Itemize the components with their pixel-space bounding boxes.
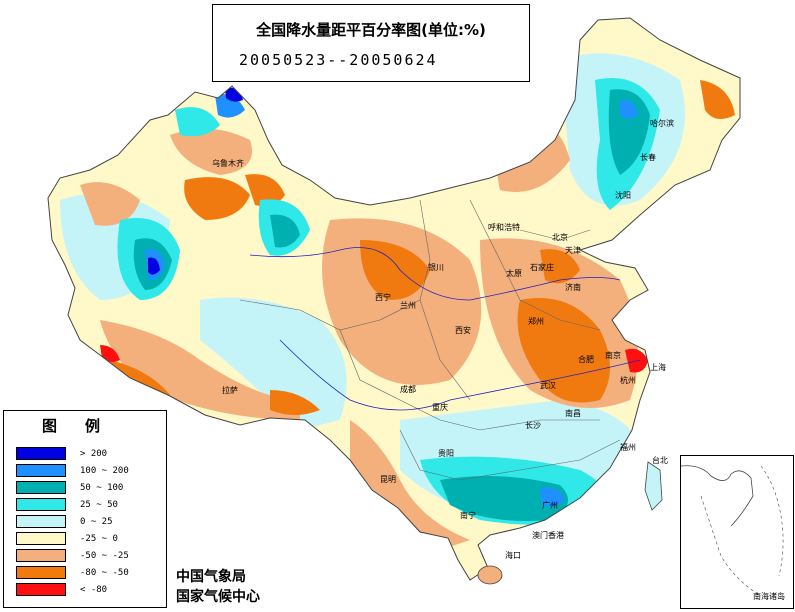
city-label: 长春 bbox=[640, 153, 656, 162]
city-label: 澳门香港 bbox=[532, 531, 564, 540]
city-label: 上海 bbox=[650, 363, 666, 372]
legend-item: > 200 bbox=[16, 447, 162, 461]
map-title: 全国降水量距平百分率图(单位:%) bbox=[256, 21, 486, 39]
legend-swatch bbox=[16, 566, 66, 579]
city-label: 西安 bbox=[455, 326, 471, 335]
city-label: 银川 bbox=[428, 263, 444, 272]
city-label: 杭州 bbox=[620, 376, 636, 385]
legend-title: 图例 bbox=[41, 417, 128, 435]
legend-item: < -80 bbox=[16, 583, 162, 597]
agency-subname: 国家气候中心 bbox=[176, 589, 260, 605]
city-label: 南昌 bbox=[565, 409, 581, 418]
legend-item: 100 ~ 200 bbox=[16, 464, 162, 478]
city-label: 昆明 bbox=[380, 475, 396, 484]
city-label: 郑州 bbox=[528, 317, 544, 326]
legend-swatch bbox=[16, 498, 66, 511]
inset-label: 南海诸岛 bbox=[753, 592, 785, 601]
city-label: 天津 bbox=[565, 246, 581, 255]
city-label: 武汉 bbox=[540, 381, 556, 390]
city-label: 成都 bbox=[400, 385, 416, 394]
legend-swatch bbox=[16, 515, 66, 528]
legend-item: -80 ~ -50 bbox=[16, 566, 162, 580]
city-label: 合肥 bbox=[578, 355, 594, 364]
legend-item: 25 ~ 50 bbox=[16, 498, 162, 512]
agency-name: 中国气象局 bbox=[176, 569, 246, 585]
city-label: 西宁 bbox=[375, 293, 391, 302]
legend-swatch bbox=[16, 549, 66, 562]
legend-label: 25 ~ 50 bbox=[80, 500, 118, 510]
city-label: 贵阳 bbox=[438, 449, 454, 458]
legend-label: -25 ~ 0 bbox=[80, 534, 118, 544]
legend-item: 50 ~ 100 bbox=[16, 481, 162, 495]
legend-item: -25 ~ 0 bbox=[16, 532, 162, 546]
city-label: 南宁 bbox=[460, 511, 476, 520]
city-label: 太原 bbox=[506, 269, 522, 278]
city-label: 沈阳 bbox=[615, 191, 631, 200]
legend-swatch bbox=[16, 583, 66, 596]
city-label: 济南 bbox=[565, 283, 581, 292]
city-label: 呼和浩特 bbox=[488, 223, 520, 232]
legend-label: 50 ~ 100 bbox=[80, 483, 124, 493]
city-label: 石家庄 bbox=[530, 263, 554, 272]
legend-label: 100 ~ 200 bbox=[80, 466, 129, 476]
legend-item: -50 ~ -25 bbox=[16, 549, 162, 563]
legend: 图例 > 200 100 ~ 200 50 ~ 100 25 ~ 50 0 ~ … bbox=[3, 410, 167, 608]
legend-label: < -80 bbox=[80, 585, 108, 595]
legend-item: 0 ~ 25 bbox=[16, 515, 162, 529]
city-label: 拉萨 bbox=[222, 386, 238, 395]
city-label: 哈尔滨 bbox=[650, 119, 674, 128]
city-label: 长沙 bbox=[525, 421, 541, 430]
legend-swatch bbox=[16, 532, 66, 545]
city-label: 重庆 bbox=[432, 403, 448, 412]
city-label: 台北 bbox=[652, 456, 668, 465]
title-box: 全国降水量距平百分率图(单位:%) 20050523--20050624 bbox=[212, 4, 530, 82]
legend-swatch bbox=[16, 447, 66, 460]
legend-swatch bbox=[16, 481, 66, 494]
south-china-sea-inset: 南海诸岛 bbox=[680, 455, 794, 609]
city-label: 北京 bbox=[552, 233, 568, 242]
city-label: 广州 bbox=[542, 501, 558, 510]
city-label: 南京 bbox=[605, 351, 621, 360]
city-label: 福州 bbox=[620, 443, 636, 452]
legend-label: -80 ~ -50 bbox=[80, 568, 129, 578]
legend-label: > 200 bbox=[80, 449, 108, 459]
legend-label: 0 ~ 25 bbox=[80, 517, 113, 527]
legend-label: -50 ~ -25 bbox=[80, 551, 129, 561]
inset-map bbox=[680, 465, 784, 597]
city-label: 海口 bbox=[505, 551, 521, 560]
legend-swatch bbox=[16, 464, 66, 477]
date-range: 20050523--20050624 bbox=[239, 51, 438, 69]
city-label: 乌鲁木齐 bbox=[212, 159, 244, 168]
city-label: 兰州 bbox=[400, 301, 416, 310]
